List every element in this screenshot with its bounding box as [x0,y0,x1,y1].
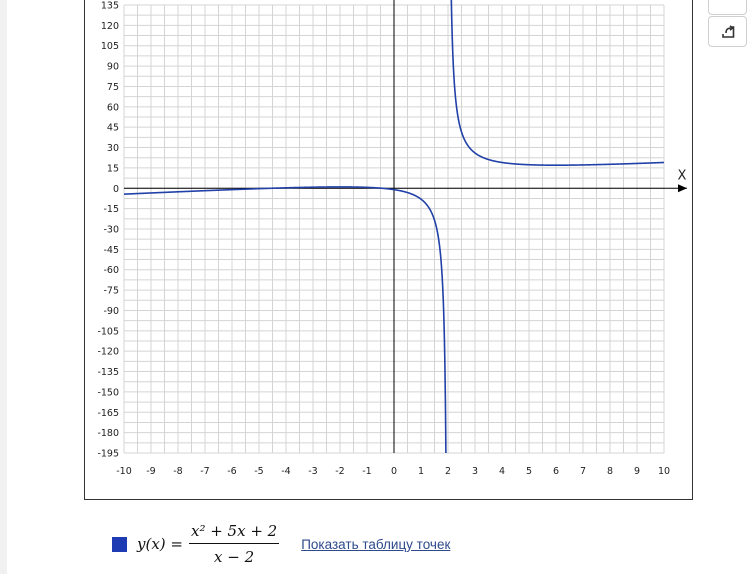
y-tick-label: -105 [97,326,119,337]
x-tick-label: -7 [200,466,209,477]
x-tick-label: 10 [658,466,670,477]
share-button[interactable] [708,16,747,47]
x-tick-label: 1 [418,466,424,477]
x-tick-label: 5 [526,466,532,477]
y-tick-label: -60 [103,265,119,276]
formula-fraction: x² + 5x + 2 x − 2 [188,522,280,566]
y-tick-label: 45 [107,123,119,134]
y-tick-label: 30 [107,143,119,154]
curve-left-branch [124,186,447,453]
x-tick-label: 2 [445,466,451,477]
x-tick-label: -2 [335,466,344,477]
formula-numerator: x² + 5x + 2 [190,522,278,540]
x-axis-label: X [678,168,687,183]
top-side-button[interactable] [708,0,747,15]
curve-right-branch [450,0,664,166]
fraction-bar [188,543,280,544]
x-tick-label: 6 [553,466,559,477]
y-tick-label: 15 [107,163,119,174]
x-axis-arrow-icon [678,184,687,193]
y-tick-label: -15 [103,204,119,215]
x-tick-label: -5 [254,466,263,477]
x-tick-label: -1 [362,466,371,477]
x-tick-label: 4 [499,466,505,477]
y-tick-label: 0 [113,184,119,195]
x-tick-label: 8 [607,466,613,477]
y-tick-label: -165 [97,408,119,419]
legend-formula: y(x) = x² + 5x + 2 x − 2 [137,522,280,566]
y-tick-label: 75 [107,82,119,93]
formula-lhs: y(x) = [137,535,183,553]
share-icon [721,24,734,38]
y-tick-label: -195 [97,449,119,460]
x-tick-label: -4 [281,466,290,477]
y-tick-label: 120 [101,21,119,32]
x-tick-label: 3 [472,466,478,477]
x-tick-label: 7 [580,466,586,477]
x-tick-label: -6 [227,466,236,477]
left-strip [0,0,7,574]
y-tick-label: -75 [103,286,119,297]
y-tick-label: -45 [103,245,119,256]
y-tick-label: -120 [97,347,119,358]
show-points-table-link[interactable]: Показать таблицу точек [301,536,451,552]
y-tick-label: 90 [107,62,119,73]
y-tick-label: 135 [101,1,119,12]
x-tick-label: 0 [391,466,397,477]
legend: y(x) = x² + 5x + 2 x − 2 Показать таблиц… [112,522,450,566]
x-tick-label: -8 [173,466,182,477]
x-tick-label: 9 [634,466,640,477]
y-tick-label: -30 [103,225,119,236]
y-tick-label: 105 [101,41,119,52]
y-tick-label: -180 [97,428,119,439]
y-tick-label: 60 [107,102,119,113]
function-plot[interactable]: X-10 -9 -8 -7 -6 -5 -4 -3 -2 -1 0 1 2 3 4 5 6 7 8 9 10135120… [85,0,692,499]
curve-group [124,0,664,453]
chart-frame: X -10 -9 -8 -7 -6 -5 -4 -3 -2 -1 0 1 2 3 4 5 6 7 8 9 10 135 120… [84,0,693,500]
y-tick-label: -135 [97,367,119,378]
legend-color-swatch [112,536,127,552]
y-tick-label: -90 [103,306,119,317]
formula-denominator: x − 2 [214,548,255,566]
x-tick-label: -3 [308,466,317,477]
x-tick-label: -10 [116,466,132,477]
x-tick-label: -9 [146,466,155,477]
y-tick-label: -150 [97,387,119,398]
